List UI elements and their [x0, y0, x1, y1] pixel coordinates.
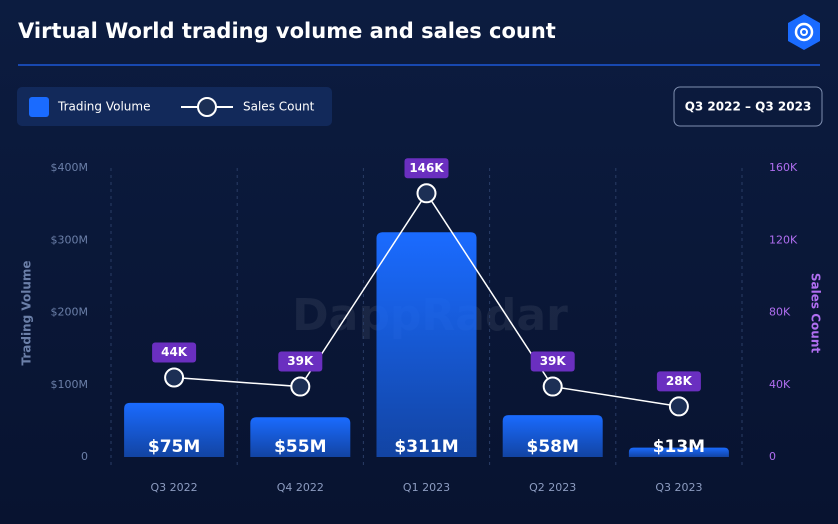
sales-point [416, 183, 437, 204]
y2-axis-label: Sales Count [809, 273, 823, 353]
bar-value-label: $311M [394, 437, 458, 457]
y-tick-label: $100M [51, 378, 89, 391]
legend-label: Trading Volume [57, 100, 150, 114]
x-tick-label: Q4 2022 [277, 481, 324, 494]
y2-tick-label: 40K [769, 378, 791, 391]
value-label-box [656, 371, 701, 392]
legend-marker [197, 97, 217, 117]
x-tick-label: Q3 2023 [655, 481, 702, 494]
x-tick-label: Q1 2023 [403, 481, 450, 494]
value-label-box [152, 342, 197, 363]
line-value-label: 44K [161, 345, 188, 359]
x-tick-label: Q3 2022 [151, 481, 198, 494]
bar [376, 232, 477, 457]
bar-value-label: $13M [653, 437, 705, 457]
sales-point [164, 367, 185, 388]
sales-point [290, 376, 311, 397]
bar [250, 417, 351, 457]
x-tick-label: Q2 2023 [529, 481, 576, 494]
y-tick-label: $200M [51, 306, 89, 319]
line-value-label: 146K [409, 161, 444, 175]
bar [124, 402, 225, 457]
value-label-box [404, 158, 449, 179]
chart-title: Virtual World trading volume and sales c… [18, 19, 556, 43]
line-value-label: 39K [287, 354, 314, 368]
bar-value-label: $55M [274, 437, 326, 457]
value-label-box [530, 351, 575, 372]
sales-point [542, 376, 563, 397]
value-label-box [278, 351, 323, 372]
line-value-label: 39K [540, 354, 567, 368]
y-tick-label: $300M [51, 233, 89, 246]
date-range-box[interactable] [673, 86, 823, 127]
y2-tick-label: 80K [769, 306, 791, 319]
y-axis-label: Trading Volume [20, 260, 34, 365]
line-value-label: 28K [666, 374, 693, 388]
bar-value-label: $75M [148, 437, 200, 457]
legend-label: Sales Count [243, 100, 315, 114]
sales-point [668, 396, 689, 417]
y2-tick-label: 0 [769, 450, 776, 463]
legend-swatch [29, 97, 49, 117]
date-range[interactable]: Q3 2022 – Q3 2023 [685, 100, 812, 114]
bar [628, 447, 729, 457]
logo [788, 14, 820, 50]
legend [17, 87, 332, 126]
bar-value-label: $58M [526, 437, 578, 457]
y-tick-label: $400M [51, 161, 89, 174]
bar [502, 415, 603, 457]
y2-tick-label: 120K [769, 233, 798, 246]
y2-tick-label: 160K [769, 161, 798, 174]
y-tick-label: 0 [81, 450, 88, 463]
